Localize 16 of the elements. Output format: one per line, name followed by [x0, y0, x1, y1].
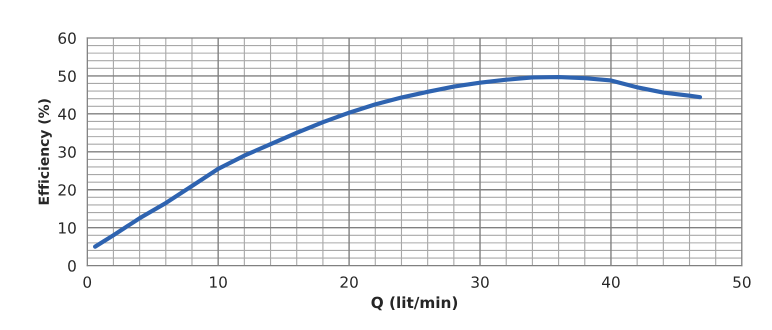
- y-tick-label: 0: [68, 260, 76, 272]
- x-tick-label: 50: [733, 276, 751, 288]
- y-tick-label: 60: [58, 32, 76, 44]
- x-tick-label: 10: [210, 276, 227, 288]
- y-tick-label: 30: [58, 146, 76, 158]
- x-tick-label: 0: [83, 276, 92, 288]
- line-series: [93, 74, 702, 249]
- y-tick-label: 40: [58, 108, 76, 120]
- y-tick-label: 50: [58, 70, 76, 82]
- x-tick-label: 30: [471, 276, 489, 288]
- x-tick-label: 40: [602, 276, 620, 288]
- y-axis-title: Efficiency (%): [38, 99, 52, 204]
- y-tick-label: 20: [58, 184, 76, 196]
- x-tick-label: 20: [340, 276, 358, 288]
- y-tick-label: 10: [59, 222, 76, 234]
- x-axis-title: Q (lit/min): [371, 296, 458, 310]
